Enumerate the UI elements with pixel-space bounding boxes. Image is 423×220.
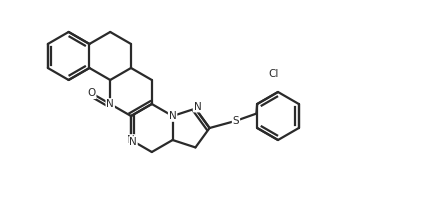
Text: Cl: Cl <box>269 69 279 79</box>
Text: N: N <box>129 137 137 147</box>
Text: S: S <box>233 116 239 126</box>
Text: N: N <box>194 102 201 112</box>
Text: N: N <box>106 99 114 109</box>
Text: N: N <box>127 135 135 145</box>
Text: O: O <box>88 88 96 98</box>
Text: N: N <box>169 111 176 121</box>
